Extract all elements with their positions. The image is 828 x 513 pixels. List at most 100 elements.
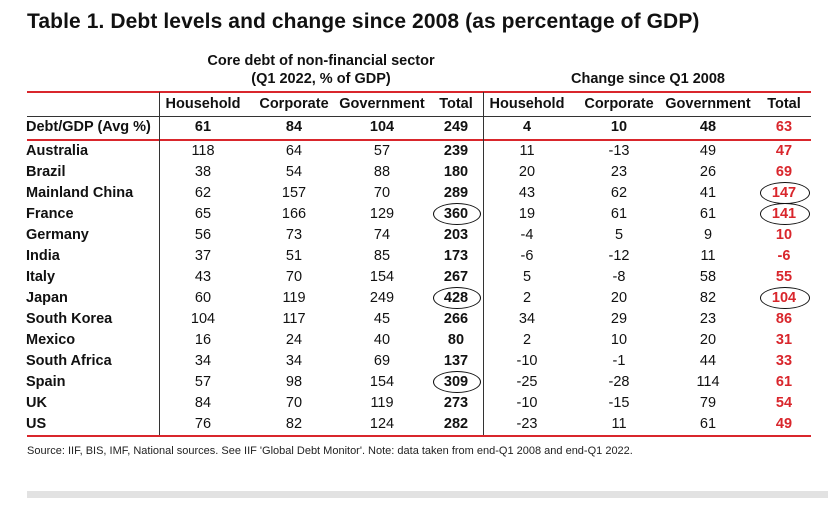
column-header: Government bbox=[665, 96, 751, 112]
table-cell: 62 bbox=[610, 185, 628, 201]
table-cell: -10 bbox=[516, 395, 538, 411]
table-cell: 84 bbox=[285, 119, 303, 135]
table-cell: -1 bbox=[612, 353, 626, 369]
table-cell: 64 bbox=[285, 143, 303, 159]
table-cell: 249 bbox=[369, 290, 395, 306]
top-rule bbox=[27, 91, 811, 93]
table-cell: 154 bbox=[369, 374, 395, 390]
table-cell: 34 bbox=[518, 311, 536, 327]
header-rule bbox=[27, 116, 811, 117]
table-cell: 137 bbox=[443, 353, 469, 369]
table-cell: 282 bbox=[443, 416, 469, 432]
change-group-header: Change since Q1 2008 bbox=[571, 71, 725, 87]
row-label: South Africa bbox=[26, 353, 112, 369]
table-cell: 61 bbox=[775, 374, 793, 390]
table-cell: 267 bbox=[443, 269, 469, 285]
table-cell: -8 bbox=[612, 269, 626, 285]
table-cell: 266 bbox=[443, 311, 469, 327]
table-cell: 16 bbox=[194, 332, 212, 348]
table-cell: 58 bbox=[699, 269, 717, 285]
table-cell: 20 bbox=[610, 290, 628, 306]
table-cell: -23 bbox=[516, 416, 538, 432]
footer-bar bbox=[27, 491, 828, 498]
column-header: Household bbox=[165, 96, 241, 112]
table-cell: 43 bbox=[518, 185, 536, 201]
table-cell: 114 bbox=[696, 374, 720, 390]
source-note: Source: IIF, BIS, IMF, National sources.… bbox=[27, 445, 633, 457]
table-cell: 33 bbox=[775, 353, 793, 369]
table-cell: 104 bbox=[190, 311, 216, 327]
core-debt-group-line2: (Q1 2022, % of GDP) bbox=[251, 71, 391, 87]
highlight-circle bbox=[433, 371, 481, 393]
table-cell: 43 bbox=[194, 269, 212, 285]
table-cell: 157 bbox=[281, 185, 307, 201]
table-cell: 20 bbox=[518, 164, 536, 180]
table-cell: 273 bbox=[443, 395, 469, 411]
table-cell: 119 bbox=[370, 395, 394, 411]
table-cell: 82 bbox=[699, 290, 717, 306]
bottom-rule bbox=[27, 435, 811, 437]
table-cell: 61 bbox=[699, 206, 717, 222]
core-debt-group-line1: Core debt of non-financial sector bbox=[207, 53, 435, 69]
table-cell: 38 bbox=[194, 164, 212, 180]
table-cell: 118 bbox=[191, 143, 215, 159]
table-cell: 180 bbox=[443, 164, 469, 180]
table-cell: 82 bbox=[285, 416, 303, 432]
column-header: Government bbox=[339, 96, 425, 112]
table-cell: 19 bbox=[518, 206, 536, 222]
highlight-circle bbox=[433, 287, 481, 309]
table-cell: -12 bbox=[608, 248, 630, 264]
row-label: Mexico bbox=[26, 332, 76, 348]
table-cell: 9 bbox=[703, 227, 713, 243]
table-cell: -13 bbox=[608, 143, 630, 159]
table-cell: 44 bbox=[699, 353, 717, 369]
table-cell: 124 bbox=[369, 416, 395, 432]
table-cell: -4 bbox=[520, 227, 534, 243]
table-cell: 49 bbox=[699, 143, 717, 159]
table-cell: 4 bbox=[522, 119, 532, 135]
column-header: Corporate bbox=[584, 96, 654, 112]
table-cell: 49 bbox=[775, 416, 793, 432]
table-cell: 173 bbox=[443, 248, 469, 264]
table-cell: 203 bbox=[443, 227, 469, 243]
table-cell: 63 bbox=[775, 119, 793, 135]
table-cell: 11 bbox=[700, 248, 716, 264]
table-cell: -15 bbox=[608, 395, 630, 411]
table-cell: 76 bbox=[194, 416, 212, 432]
table-cell: 10 bbox=[610, 119, 628, 135]
row-label: South Korea bbox=[26, 311, 113, 327]
table-cell: 10 bbox=[610, 332, 628, 348]
table-cell: 34 bbox=[285, 353, 303, 369]
table-cell: 154 bbox=[369, 269, 395, 285]
table-cell: 129 bbox=[369, 206, 395, 222]
row-label: Germany bbox=[26, 227, 89, 243]
table-cell: 20 bbox=[699, 332, 717, 348]
table-cell: 61 bbox=[699, 416, 717, 432]
table-cell: 98 bbox=[285, 374, 303, 390]
table-cell: -10 bbox=[516, 353, 538, 369]
table-cell: 31 bbox=[775, 332, 793, 348]
row-label: Italy bbox=[26, 269, 56, 285]
column-header: Total bbox=[767, 96, 801, 112]
table-cell: 11 bbox=[519, 143, 535, 159]
row-label: India bbox=[26, 248, 60, 264]
table-cell: 54 bbox=[775, 395, 793, 411]
table-cell: 289 bbox=[443, 185, 469, 201]
table-cell: 29 bbox=[610, 311, 628, 327]
row-label: Japan bbox=[26, 290, 68, 306]
table-cell: 57 bbox=[194, 374, 212, 390]
table-cell: 70 bbox=[373, 185, 391, 201]
table-cell: 65 bbox=[194, 206, 212, 222]
table-cell: -28 bbox=[608, 374, 630, 390]
table-cell: 79 bbox=[699, 395, 717, 411]
table-cell: 56 bbox=[194, 227, 212, 243]
table-cell: 48 bbox=[699, 119, 717, 135]
table-cell: 23 bbox=[699, 311, 717, 327]
table-cell: 249 bbox=[443, 119, 469, 135]
table-cell: 26 bbox=[699, 164, 717, 180]
highlight-circle bbox=[760, 203, 810, 225]
table-cell: 47 bbox=[775, 143, 793, 159]
table-cell: 41 bbox=[699, 185, 717, 201]
table-cell: 5 bbox=[614, 227, 624, 243]
table-cell: 61 bbox=[610, 206, 628, 222]
